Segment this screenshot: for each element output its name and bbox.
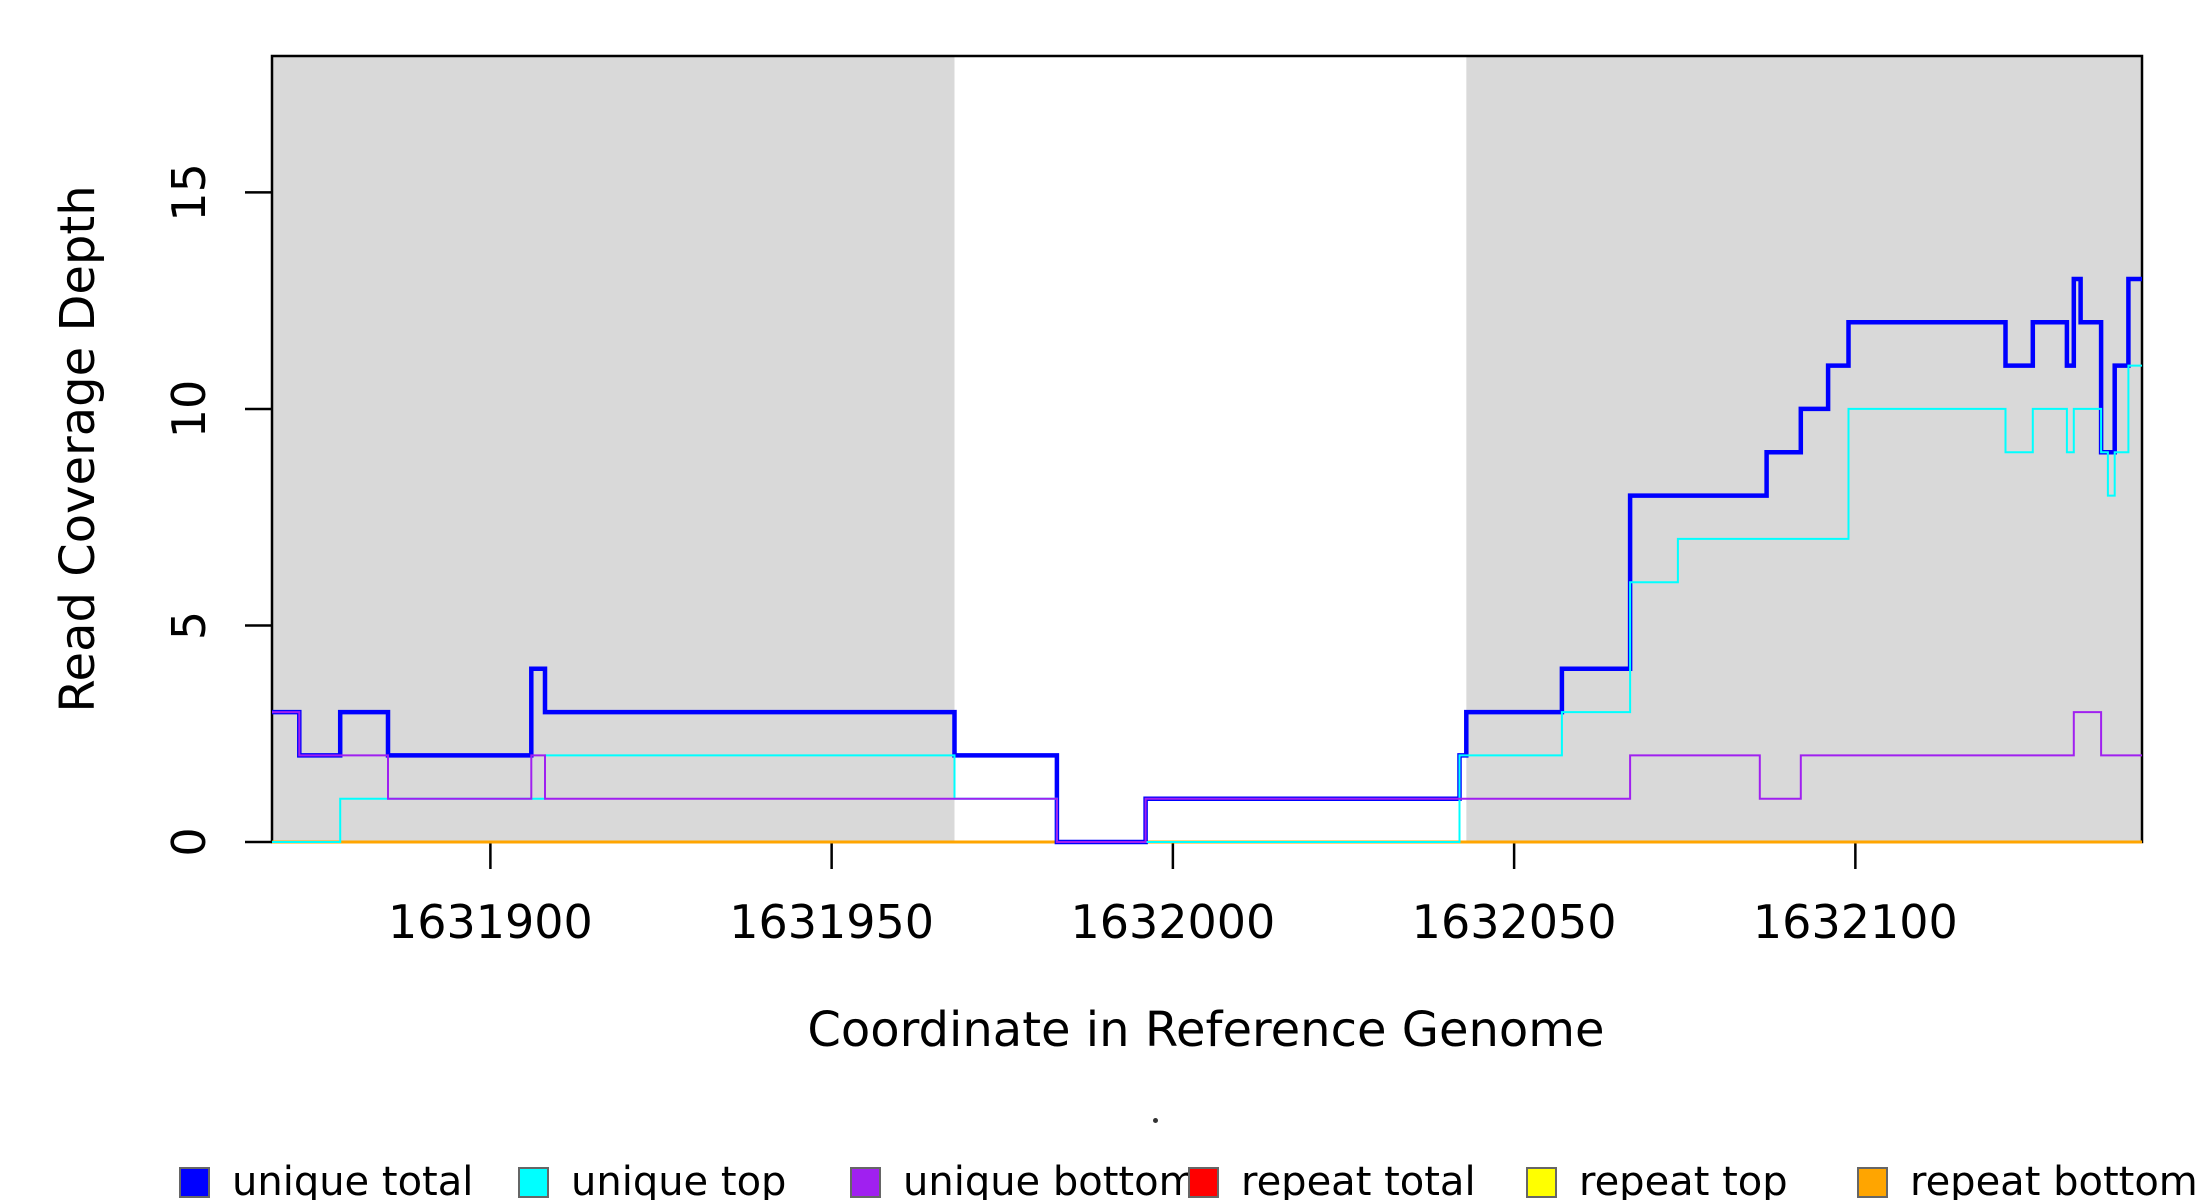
legend-label: unique top [571, 1159, 787, 1200]
y-axis-tick-label: 0 [162, 827, 216, 856]
series-unique-total [272, 276, 2142, 845]
x-axis-tick-label: 1631950 [729, 895, 934, 949]
x-axis-tick-label: 1632100 [1753, 895, 1958, 949]
legend-label: repeat bottom [1910, 1159, 2198, 1200]
legend-swatch-unique-bottom [850, 1166, 881, 1198]
legend-item-repeat-total: repeat total [1188, 1158, 1476, 1200]
legend-item-unique-bottom: unique bottom [850, 1158, 1198, 1200]
legend-label: repeat top [1579, 1159, 1788, 1200]
shaded-region-right [1466, 56, 2142, 842]
legend-swatch-repeat-bottom [1857, 1166, 1888, 1198]
shaded-region-left [272, 56, 955, 842]
y-axis-tick-label: 5 [162, 611, 216, 640]
legend-item-unique-top: unique top [518, 1158, 786, 1200]
legend-item-repeat-bottom: repeat bottom [1857, 1158, 2198, 1200]
legend-label: unique bottom [903, 1159, 1198, 1200]
legend-item-unique-total: unique total [179, 1158, 473, 1200]
x-axis-tick-label: 1631900 [388, 895, 593, 949]
series-unique-bottom [272, 711, 2142, 843]
series-unique-top [272, 364, 2142, 843]
x-axis-title: Coordinate in Reference Genome [807, 1002, 1605, 1058]
y-axis-title: Read Coverage Depth [50, 185, 106, 713]
legend-label: unique total [232, 1159, 474, 1200]
legend-swatch-unique-total [179, 1166, 210, 1198]
x-axis-tick-label: 1632050 [1412, 895, 1617, 949]
y-axis-tick-label: 15 [162, 163, 216, 222]
legend-label: repeat total [1241, 1159, 1476, 1200]
legend-swatch-repeat-top [1526, 1166, 1557, 1198]
legend-swatch-repeat-total [1188, 1166, 1219, 1198]
x-axis-tick-label: 1632000 [1070, 895, 1275, 949]
y-axis-tick-label: 10 [162, 380, 216, 439]
legend-item-repeat-top: repeat top [1526, 1158, 1788, 1200]
legend-swatch-unique-top [518, 1166, 549, 1198]
stray-dot [1153, 1118, 1158, 1123]
